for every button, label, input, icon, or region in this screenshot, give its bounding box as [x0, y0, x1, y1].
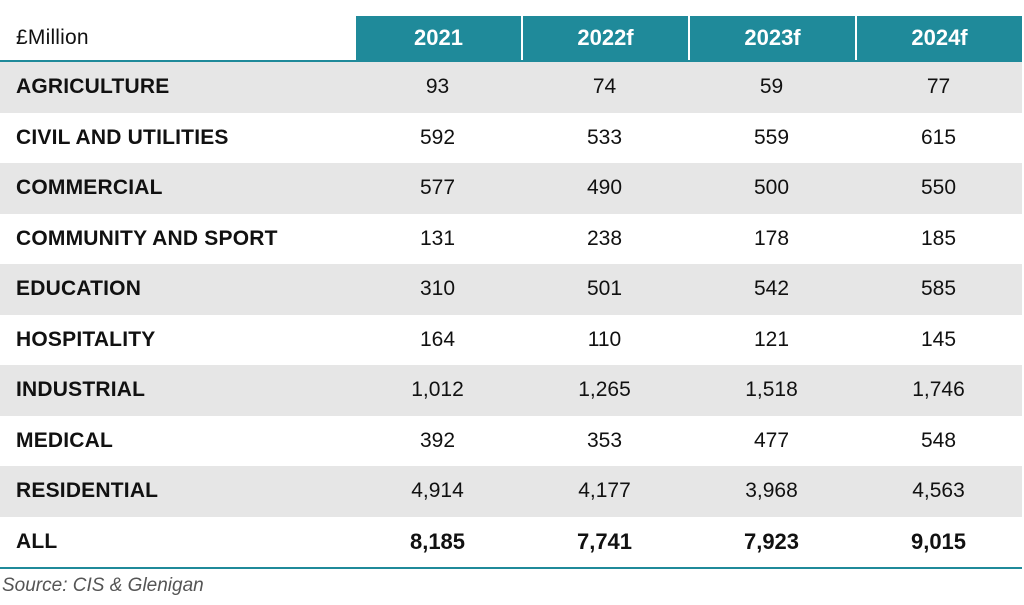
data-cell: 1,518 — [745, 378, 798, 402]
row-label: HOSPITALITY — [16, 327, 156, 351]
data-cell: 121 — [753, 327, 790, 351]
data-cell: 542 — [753, 277, 790, 301]
row-label: AGRICULTURE — [16, 75, 170, 99]
data-cell: 577 — [419, 176, 456, 200]
table-body: AGRICULTURE 93 74 59 77 CIVIL AND UTILITIES 59… — [0, 62, 1022, 569]
row-label: COMMUNITY AND SPORT — [16, 226, 278, 250]
data-cell: 559 — [753, 125, 790, 149]
data-cell: 490 — [586, 176, 623, 200]
data-cell: 500 — [753, 176, 790, 200]
data-cell: 8,185 — [409, 528, 466, 554]
data-cell: 178 — [753, 226, 790, 250]
data-cell: 1,012 — [411, 378, 464, 402]
row-label: CIVIL AND UTILITIES — [16, 125, 229, 149]
data-cell: 501 — [586, 277, 623, 301]
table-row: EDUCATION 310 501 542 585 — [0, 264, 1022, 315]
data-cell: 77 — [926, 75, 951, 99]
total-row: ALL 8,185 7,741 7,923 9,015 — [0, 517, 1022, 569]
data-cell: 592 — [419, 125, 456, 149]
data-cell: 585 — [920, 277, 957, 301]
data-cell: 59 — [759, 75, 784, 99]
data-cell: 1,746 — [912, 378, 965, 402]
data-cell: 615 — [920, 125, 957, 149]
data-cell: 145 — [920, 327, 957, 351]
data-cell: 353 — [586, 428, 623, 452]
table-row: AGRICULTURE 93 74 59 77 — [0, 62, 1022, 113]
data-cell: 238 — [586, 226, 623, 250]
data-cell: 4,177 — [578, 479, 631, 503]
source-note: Source: CIS & Glenigan — [2, 575, 204, 596]
table-row: COMMUNITY AND SPORT 131 238 178 185 — [0, 214, 1022, 265]
table-row: COMMERCIAL 577 490 500 550 — [0, 163, 1022, 214]
row-label: INDUSTRIAL — [16, 378, 146, 402]
data-cell: 550 — [920, 176, 957, 200]
corner-label: £Million — [16, 26, 89, 49]
data-cell: 1,265 — [578, 378, 631, 402]
data-cell: 310 — [419, 277, 456, 301]
data-cell: 533 — [586, 125, 623, 149]
row-label: COMMERCIAL — [16, 176, 163, 200]
data-cell: 477 — [753, 428, 790, 452]
data-cell: 4,914 — [411, 479, 464, 503]
table-row: RESIDENTIAL 4,914 4,177 3,968 4,563 — [0, 466, 1022, 517]
table-row: MEDICAL 392 353 477 548 — [0, 416, 1022, 467]
data-cell: 548 — [920, 428, 957, 452]
column-header-2023f: 2023f — [688, 16, 855, 60]
data-cell: 93 — [425, 75, 450, 99]
data-table: £Million 2021 2022f 2023f 2024f AGRICULT… — [0, 16, 1022, 569]
row-label: EDUCATION — [16, 277, 142, 301]
data-cell: 7,923 — [743, 528, 800, 554]
table-row: INDUSTRIAL 1,012 1,265 1,518 1,746 — [0, 365, 1022, 416]
data-cell: 164 — [419, 327, 456, 351]
data-cell: 131 — [419, 226, 456, 250]
row-label: ALL — [16, 529, 58, 553]
data-cell: 3,968 — [745, 479, 798, 503]
table-row: HOSPITALITY 164 110 121 145 — [0, 315, 1022, 366]
header-row: £Million 2021 2022f 2023f 2024f — [0, 16, 1022, 62]
table-row: CIVIL AND UTILITIES 592 533 559 615 — [0, 113, 1022, 164]
data-cell: 110 — [587, 327, 622, 351]
data-cell: 4,563 — [912, 479, 965, 503]
column-header-2024f: 2024f — [855, 16, 1022, 60]
row-label: RESIDENTIAL — [16, 479, 159, 503]
data-cell: 392 — [419, 428, 456, 452]
data-cell: 185 — [920, 226, 957, 250]
data-cell: 9,015 — [910, 528, 967, 554]
column-header-2021: 2021 — [354, 16, 521, 60]
data-cell: 7,741 — [576, 528, 633, 554]
column-header-2022f: 2022f — [521, 16, 688, 60]
data-cell: 74 — [592, 75, 617, 99]
row-label: MEDICAL — [16, 428, 114, 452]
